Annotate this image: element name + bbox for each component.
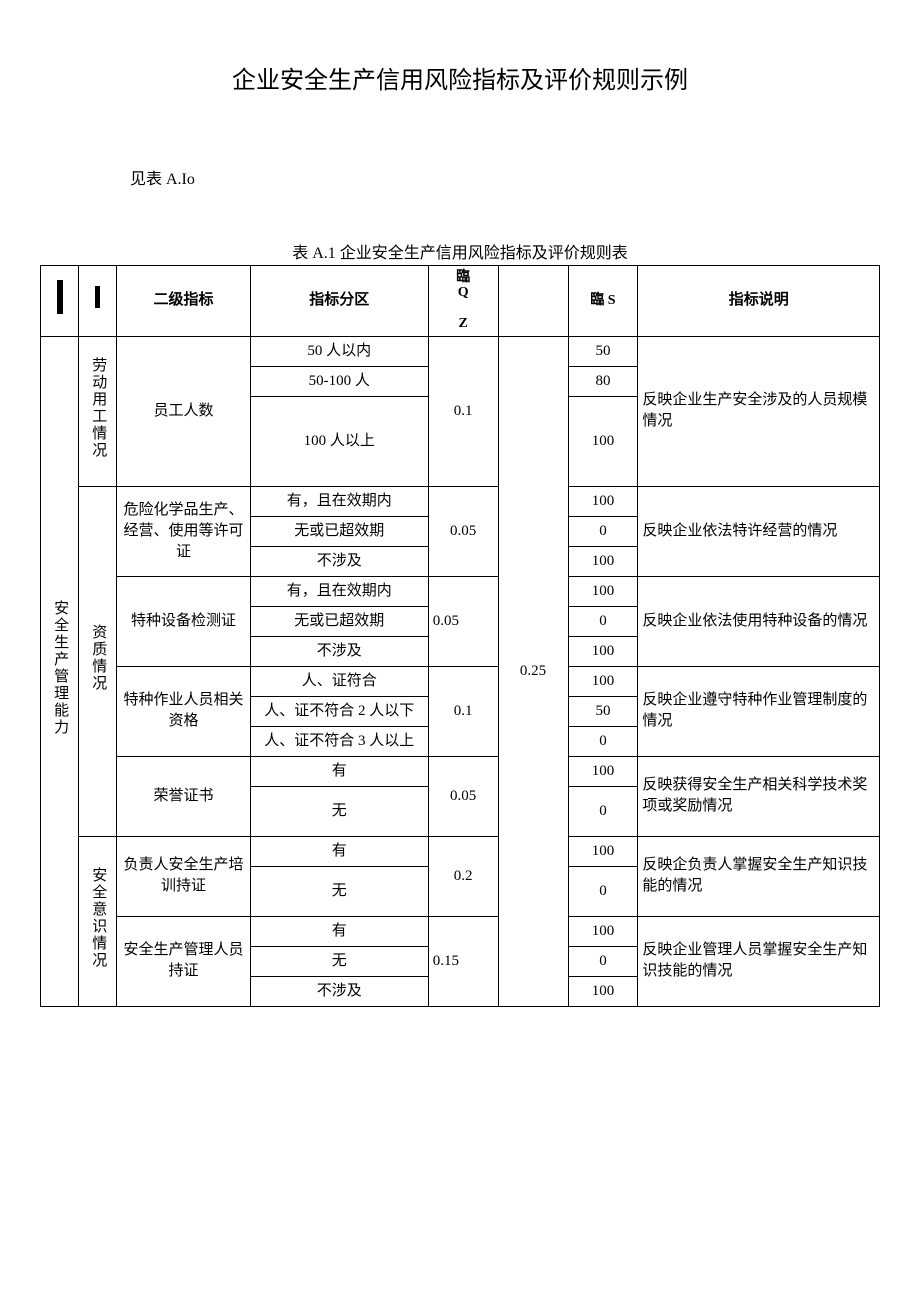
hdr-col1	[41, 266, 79, 337]
desc: 反映企业生产安全涉及的人员规模情况	[638, 336, 880, 486]
zone: 无	[250, 946, 428, 976]
zone: 不涉及	[250, 976, 428, 1006]
desc: 反映企业遵守特种作业管理制度的情况	[638, 666, 880, 756]
q-weight: 0.1	[428, 336, 498, 486]
score: 100	[568, 576, 638, 606]
score: 100	[568, 916, 638, 946]
zone: 100 人以上	[250, 396, 428, 486]
zone: 人、证不符合 2 人以下	[250, 696, 428, 726]
zone: 人、证符合	[250, 666, 428, 696]
q-weight: 0.05	[428, 576, 498, 666]
zone: 有	[250, 756, 428, 786]
table-row: 资质情况 危险化学品生产、经营、使用等许可证 有，且在效期内 0.05 100 …	[41, 486, 880, 516]
score: 0	[568, 946, 638, 976]
indicator-name: 特种作业人员相关资格	[117, 666, 250, 756]
indicator-name: 危险化学品生产、经营、使用等许可证	[117, 486, 250, 576]
indicator-name: 特种设备检测证	[117, 576, 250, 666]
score: 0	[568, 726, 638, 756]
zone: 无或已超效期	[250, 516, 428, 546]
score: 50	[568, 696, 638, 726]
hdr-col2	[79, 266, 117, 337]
level2-cell: 资质情况	[79, 486, 117, 836]
table-row: 安全生产管理能力 劳动用工情况 员工人数 50 人以内 0.1 0.25 50 …	[41, 336, 880, 366]
score: 100	[568, 976, 638, 1006]
hdr-col3: 二级指标	[117, 266, 250, 337]
zone: 人、证不符合 3 人以上	[250, 726, 428, 756]
zone: 有	[250, 836, 428, 866]
zone: 有	[250, 916, 428, 946]
doc-title: 企业安全生产信用风险指标及评价规则示例	[40, 60, 880, 95]
q-weight: 0.05	[428, 486, 498, 576]
level2-cell: 劳动用工情况	[79, 336, 117, 486]
hdr-col8: 指标说明	[638, 266, 880, 337]
score: 50	[568, 336, 638, 366]
table-row: 荣誉证书 有 0.05 100 反映获得安全生产相关科学技术奖项或奖励情况	[41, 756, 880, 786]
table-row: 特种设备检测证 有，且在效期内 0.05 100 反映企业依法使用特种设备的情况	[41, 576, 880, 606]
table-row: 安全意识情况 负责人安全生产培训持证 有 0.2 100 反映企负责人掌握安全生…	[41, 836, 880, 866]
indicator-name: 荣誉证书	[117, 756, 250, 836]
score: 0	[568, 516, 638, 546]
level1-cell: 安全生产管理能力	[41, 336, 79, 1006]
q-weight: 0.2	[428, 836, 498, 916]
desc: 反映企业依法特许经营的情况	[638, 486, 880, 576]
level2-cell: 安全意识情况	[79, 836, 117, 1006]
zone: 无	[250, 866, 428, 916]
q-weight: 0.15	[428, 916, 498, 1006]
zone: 不涉及	[250, 636, 428, 666]
score: 100	[568, 636, 638, 666]
zone: 有，且在效期内	[250, 576, 428, 606]
score: 0	[568, 606, 638, 636]
hdr-col7: 臨 S	[568, 266, 638, 337]
table-row: 特种作业人员相关资格 人、证符合 0.1 100 反映企业遵守特种作业管理制度的…	[41, 666, 880, 696]
zone: 有，且在效期内	[250, 486, 428, 516]
score: 100	[568, 546, 638, 576]
table-header-row: 二级指标 指标分区 臨 Q Z 臨 S 指标说明	[41, 266, 880, 337]
desc: 反映企负责人掌握安全生产知识技能的情况	[638, 836, 880, 916]
zone: 50 人以内	[250, 336, 428, 366]
score: 100	[568, 396, 638, 486]
desc: 反映获得安全生产相关科学技术奖项或奖励情况	[638, 756, 880, 836]
indicator-name: 安全生产管理人员持证	[117, 916, 250, 1006]
rules-table: 二级指标 指标分区 臨 Q Z 臨 S 指标说明 安全生产管理能力 劳动用工情况…	[40, 265, 880, 1007]
desc: 反映企业依法使用特种设备的情况	[638, 576, 880, 666]
table-caption: 表 A.1 企业安全生产信用风险指标及评价规则表	[40, 239, 880, 263]
score: 100	[568, 756, 638, 786]
table-row: 安全生产管理人员持证 有 0.15 100 反映企业管理人员掌握安全生产知识技能…	[41, 916, 880, 946]
score: 80	[568, 366, 638, 396]
zone: 50-100 人	[250, 366, 428, 396]
desc: 反映企业管理人员掌握安全生产知识技能的情况	[638, 916, 880, 1006]
score: 0	[568, 866, 638, 916]
hdr-col5: 臨 Q Z	[428, 266, 498, 337]
q-weight: 0.1	[428, 666, 498, 756]
score: 100	[568, 486, 638, 516]
indicator-name: 负责人安全生产培训持证	[117, 836, 250, 916]
zone: 无	[250, 786, 428, 836]
score: 100	[568, 836, 638, 866]
score: 100	[568, 666, 638, 696]
l1-weight: 0.25	[498, 336, 568, 1006]
doc-subtitle: 见表 A.Io	[130, 165, 880, 189]
q-weight: 0.05	[428, 756, 498, 836]
indicator-name: 员工人数	[117, 336, 250, 486]
zone: 无或已超效期	[250, 606, 428, 636]
score: 0	[568, 786, 638, 836]
hdr-col6	[498, 266, 568, 337]
hdr-col4: 指标分区	[250, 266, 428, 337]
zone: 不涉及	[250, 546, 428, 576]
